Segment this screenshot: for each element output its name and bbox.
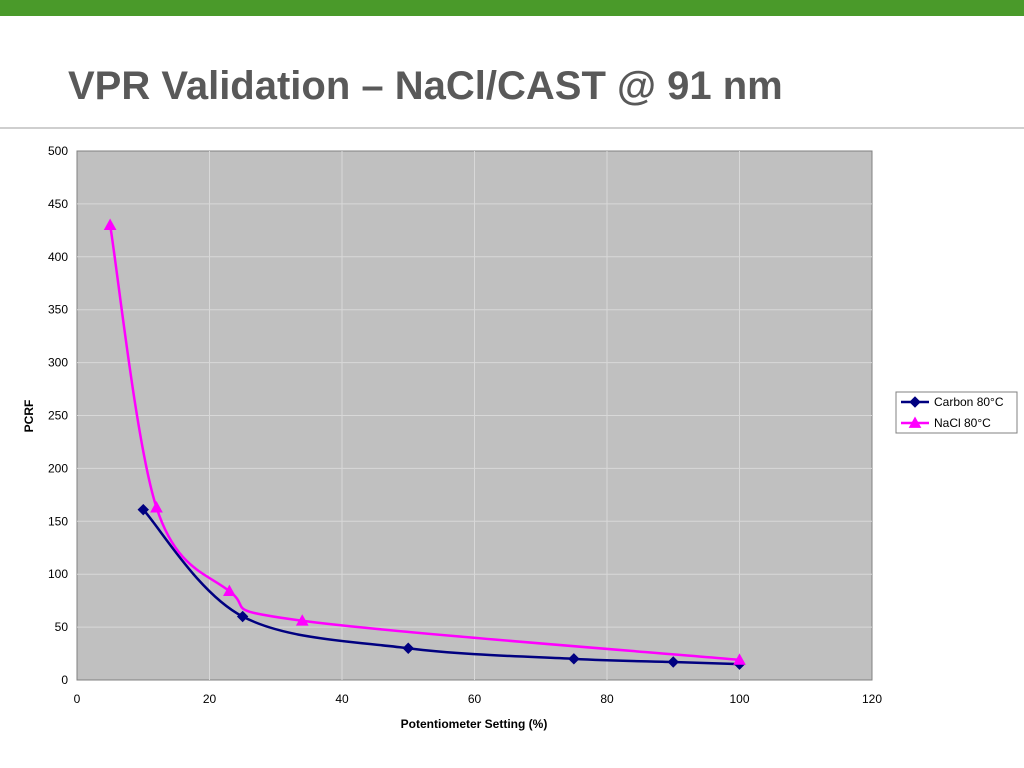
y-tick-label: 350 [48,303,68,317]
x-tick-label: 40 [335,692,349,706]
y-tick-label: 500 [48,144,68,158]
data-point-nacl [103,218,117,230]
data-point-nacl [223,584,236,597]
x-tick-label: 60 [468,692,482,706]
title-divider [0,127,1024,129]
x-tick-label: 20 [203,692,217,706]
x-tick-label: 80 [600,692,614,706]
chart-legend: Carbon 80°C NaCl 80°C [895,391,1018,434]
y-tick-label: 50 [55,620,69,634]
y-axis-tick-labels: 0 50 100 150 200 250 300 350 400 450 500 [48,144,68,687]
y-tick-label: 0 [61,673,68,687]
vertical-gridlines [209,151,740,680]
slide-title: VPR Validation – NaCl/CAST @ 91 nm [68,64,783,108]
legend-label-carbon: Carbon 80°C [934,395,1004,409]
y-tick-label: 250 [48,409,68,423]
data-point-nacl [295,614,309,626]
data-point-carbon [667,656,679,668]
y-tick-label: 200 [48,461,68,475]
data-point-carbon [568,653,580,665]
y-tick-label: 300 [48,356,68,370]
data-point-nacl [733,653,746,665]
data-point-carbon [137,503,149,516]
x-axis-tick-labels: 0 20 40 60 80 100 120 [74,692,883,706]
series-line-nacl [108,224,740,662]
slide-top-accent-bar [0,0,1024,16]
y-tick-label: 450 [48,197,68,211]
legend-marker-nacl [908,416,922,428]
legend-marker-carbon [909,396,921,408]
y-tick-label: 400 [48,250,68,264]
data-point-carbon [236,610,249,623]
y-tick-label: 100 [48,567,68,581]
y-tick-label: 150 [48,514,68,528]
x-tick-label: 120 [862,692,882,706]
y-axis-label: PCRF [22,400,36,433]
legend-label-nacl: NaCl 80°C [934,416,991,430]
data-point-nacl [150,501,163,513]
data-point-carbon [402,642,414,654]
series-markers [103,218,746,670]
x-tick-label: 0 [74,692,81,706]
x-axis-label: Potentiometer Setting (%) [401,717,548,731]
x-tick-label: 100 [729,692,749,706]
